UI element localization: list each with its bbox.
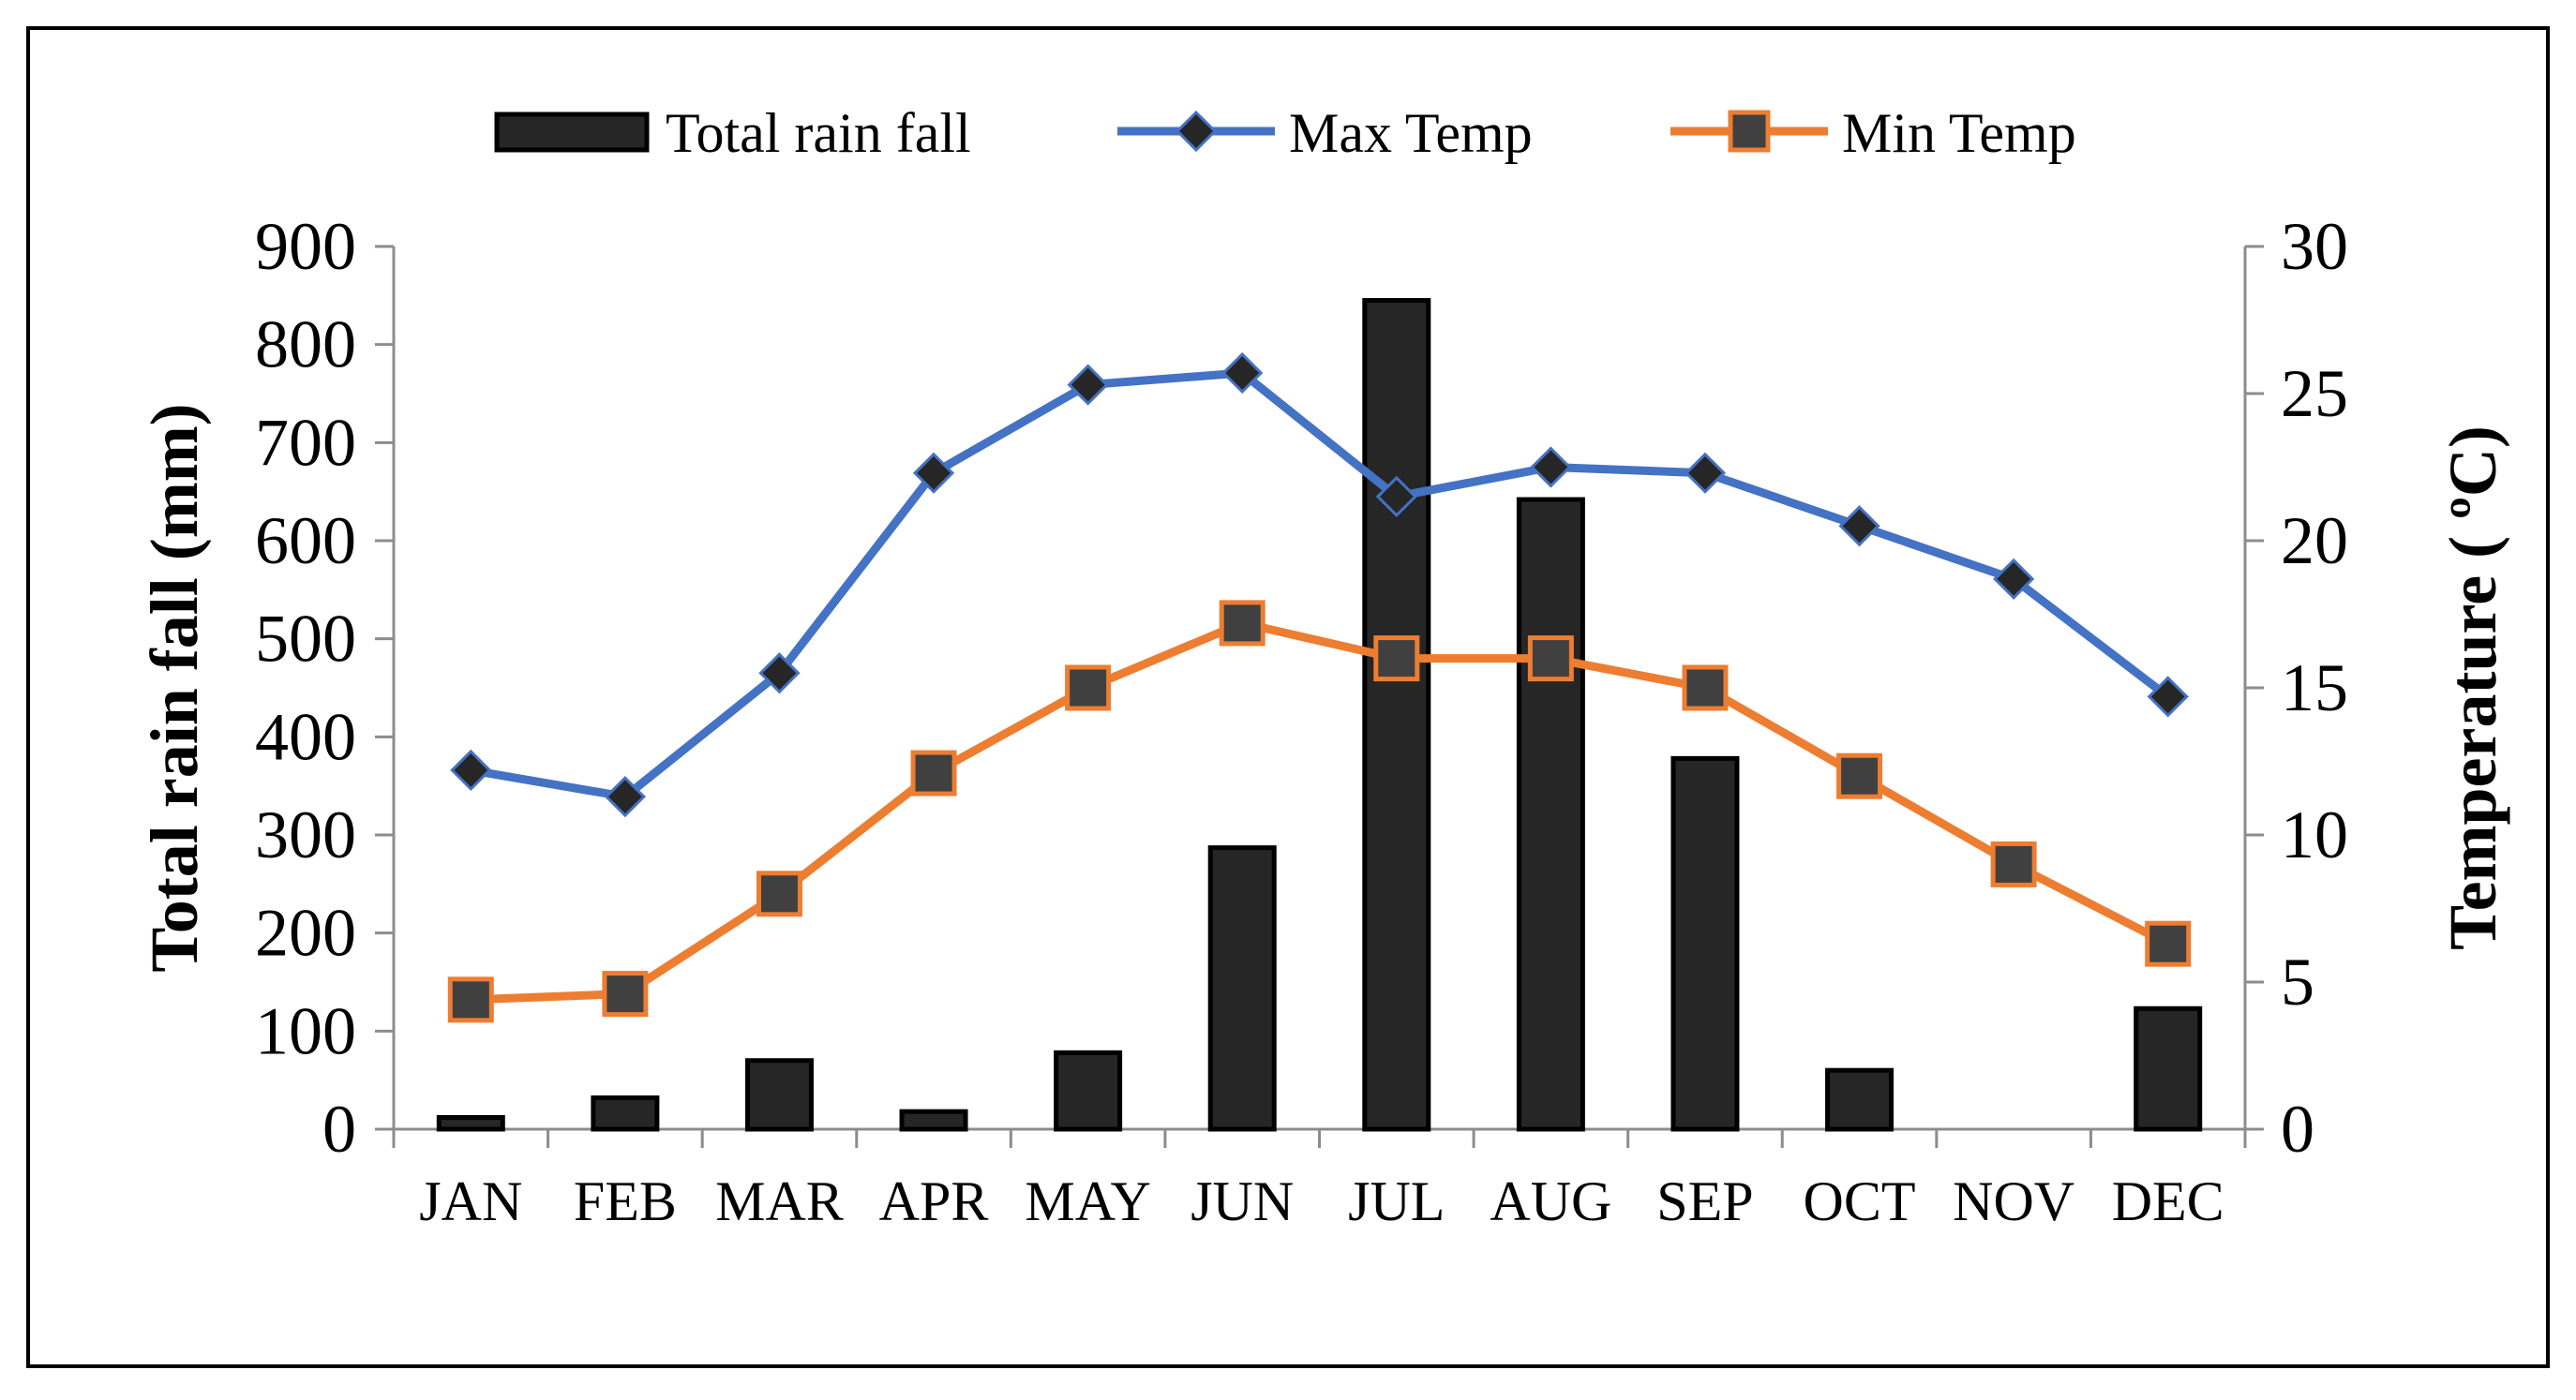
point-min-temp-sep [1682,664,1729,711]
x-tick-label-nov: NOV [1953,1170,2074,1232]
y-left-tick-label: 200 [255,896,356,971]
y-right-tick-label: 10 [2281,797,2348,872]
point-min-temp-may [1065,664,1112,711]
point-max-temp-aug [1530,446,1572,488]
legend-swatch-min-temp-marker [1728,110,1771,153]
bar-rainfall-jun [1207,845,1277,1132]
y-left-tick-label: 0 [322,1092,356,1167]
bar-rainfall-jul [1362,298,1431,1132]
bar-rainfall-aug [1516,497,1585,1132]
y-left-tick-label: 100 [255,993,356,1068]
point-max-temp-jan [450,749,492,792]
point-max-temp-may [1067,364,1109,406]
line-min-temp [466,618,2173,1005]
point-max-temp-jul [1375,475,1417,518]
x-tick-label-jan: JAN [419,1170,522,1232]
y-right-tick-label: 5 [2281,945,2314,1020]
bar-rainfall-may [1054,1050,1123,1132]
point-min-temp-mar [756,871,802,917]
x-tick-label-jul: JUL [1348,1170,1445,1232]
point-min-temp-jan [447,976,494,1023]
y-right-tick-label: 0 [2281,1092,2314,1167]
bar-rainfall-apr [899,1109,968,1132]
x-tick-label-feb: FEB [574,1170,677,1232]
line-series-group [447,351,2192,1023]
y-left-tick-label: 900 [255,209,356,284]
point-max-temp-nov [1993,558,2035,600]
point-min-temp-nov [1990,841,2037,887]
y-left-tick-label: 500 [255,602,356,677]
y-left-tick-label: 400 [255,699,356,774]
line-max-temp [466,368,2173,801]
point-max-temp-dec [2147,676,2189,718]
y-right-tick-label: 30 [2281,209,2348,284]
point-max-temp-sep [1684,452,1727,494]
y-right-tick-label: 25 [2281,356,2348,431]
point-max-temp-feb [604,776,646,818]
bar-rainfall-dec [2134,1005,2203,1132]
point-min-temp-dec [2145,920,2192,967]
bar-rainfall-mar [744,1058,814,1132]
x-tick-label-mar: MAR [715,1170,844,1232]
x-tick-label-aug: AUG [1490,1170,1611,1232]
y-right-tick-label: 20 [2281,503,2348,578]
point-min-temp-oct [1836,752,1883,799]
point-min-temp-aug [1527,635,1574,682]
legend-swatch-max-temp-marker [1175,110,1218,153]
y-left-tick-label: 700 [255,405,356,480]
bar-rainfall-feb [591,1095,660,1132]
legend: Total rain fall Max Temp Min Temp [494,102,2076,164]
point-min-temp-apr [910,750,957,797]
x-tick-label-sep: SEP [1656,1170,1753,1232]
x-tick-label-apr: APR [879,1170,989,1232]
y-axis-left-title: Total rain fall (mm) [137,403,212,972]
chart-frame [26,26,2550,1368]
y-left-tick-label: 600 [255,503,356,578]
legend-swatch-rainfall [494,112,650,153]
point-min-temp-feb [602,971,649,1018]
x-tick-label-may: MAY [1025,1170,1151,1232]
legend-label-max-temp: Max Temp [1289,102,1533,164]
y-axis-right-title: Temperature ( ºC) [2435,425,2510,950]
point-max-temp-mar [758,652,801,694]
x-tick-label-oct: OCT [1804,1170,1916,1232]
point-min-temp-jul [1373,635,1420,682]
axes-group: 0 100 200 300 400 500 600 700 800 900 0 5 10 15 20 25 30… [137,209,2510,1232]
x-tick-label-jun: JUN [1191,1170,1294,1232]
legend-label-rainfall: Total rain fall [666,102,971,164]
point-max-temp-oct [1838,505,1880,547]
y-left-tick-label: 300 [255,797,356,872]
bar-rainfall-oct [1825,1067,1895,1132]
y-left-tick-label: 800 [255,307,356,382]
y-right-tick-label: 15 [2281,650,2348,725]
bar-rainfall-sep [1670,755,1740,1132]
point-max-temp-apr [912,452,955,494]
bar-rainfall-jan [436,1114,505,1132]
point-max-temp-jun [1221,351,1264,395]
legend-label-min-temp: Min Temp [1842,102,2076,164]
point-min-temp-jun [1219,600,1266,647]
x-tick-label-dec: DEC [2112,1170,2224,1232]
bar-series-group [436,298,2203,1132]
